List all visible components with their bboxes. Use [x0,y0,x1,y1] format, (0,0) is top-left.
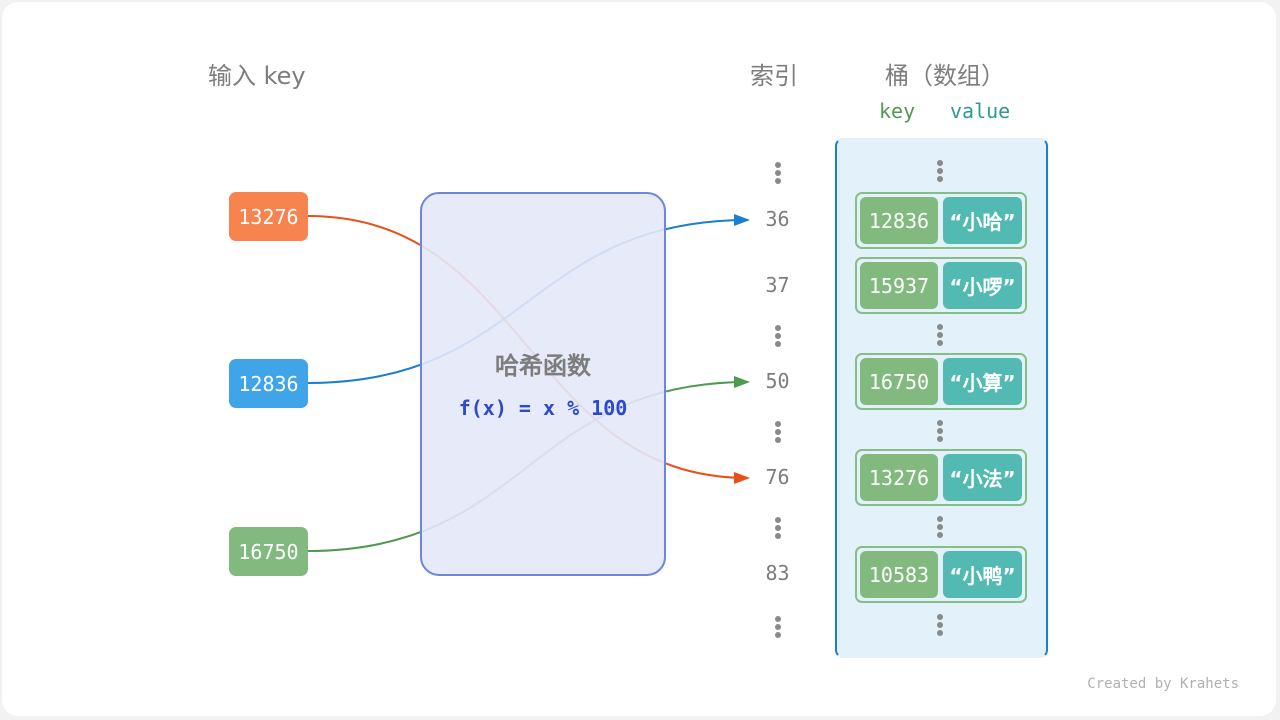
bucket-entry: 13276 “小法” [855,449,1027,506]
hash-function-formula: f(x) = x % 100 [458,396,628,420]
bucket-key: 13276 [860,454,938,501]
value-column-header: value [950,99,1011,123]
ellipsis-icon [937,614,943,638]
bucket-entry: 10583 “小鸭” [855,546,1027,603]
bucket-value: “小法” [943,454,1022,501]
index-label: 37 [765,273,790,297]
bucket-key: 12836 [860,197,938,244]
ellipsis-icon [775,517,781,541]
bucket-entry: 15937 “小啰” [855,257,1027,314]
credit-text: Created by Krahets [1087,676,1239,692]
ellipsis-icon [937,160,943,184]
index-label: 83 [765,561,790,585]
input-key: 13276 [229,192,308,241]
key-column-header: key [879,99,916,123]
ellipsis-icon [937,516,943,540]
bucket-key: 10583 [860,551,938,598]
index-label: 36 [765,207,790,231]
input-key-header: 输入 key [208,62,306,90]
bucket-key: 15937 [860,262,938,309]
ellipsis-icon [775,162,781,186]
hash-function-box [420,192,666,576]
ellipsis-icon [775,421,781,445]
input-key: 12836 [229,359,308,408]
bucket-entry: 12836 “小哈” [855,192,1027,249]
bucket-value: “小哈” [943,197,1022,244]
bucket-value: “小算” [943,358,1022,405]
ellipsis-icon [937,324,943,348]
index-label: 50 [765,369,790,393]
ellipsis-icon [937,420,943,444]
bucket-entry: 16750 “小算” [855,353,1027,410]
ellipsis-icon [775,616,781,640]
input-key: 16750 [229,527,308,576]
bucket-value: “小啰” [943,262,1022,309]
bucket-key: 16750 [860,358,938,405]
bucket-value: “小鸭” [943,551,1022,598]
hash-function-title: 哈希函数 [495,352,591,380]
index-label: 76 [765,465,790,489]
index-header: 索引 [750,62,798,90]
bucket-header: 桶（数组） [885,62,1005,90]
ellipsis-icon [775,325,781,349]
